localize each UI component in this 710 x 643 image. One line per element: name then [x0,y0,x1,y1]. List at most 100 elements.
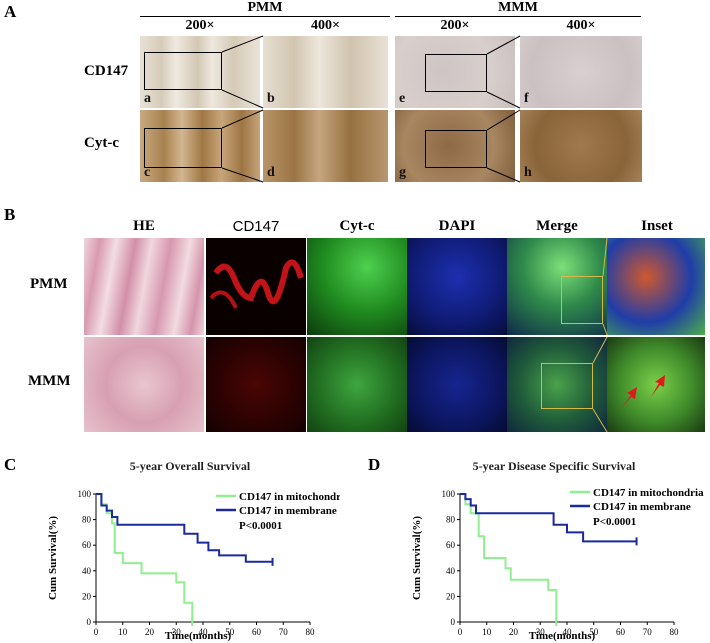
y-tick-label: 100 [442,489,456,499]
survival-lines [460,493,638,626]
arrow-icon [651,375,665,397]
zoom-box-g [425,130,487,168]
col-label-inset: Inset [641,218,673,234]
ihc-image-a: a [140,36,260,108]
legend-label-membrane: CD147 in membrane [593,501,691,513]
series-line-membrane [96,493,273,563]
inset-connectors [592,237,608,433]
x-tick-label: 30 [172,627,182,637]
merge-zoom-box-mmm [541,363,593,409]
chart-title: 5-year Disease Specific Survival [473,459,636,473]
x-tick-label: 70 [643,627,653,637]
group-label-pmm: PMM [247,0,283,15]
merge-image-pmm [507,238,607,335]
y-axis-label: Cum Survival(%) [47,516,59,600]
y-axis-label: Cum Survival(%) [411,516,423,600]
x-tick-label: 50 [589,627,599,637]
group-label-mmm: MMM [498,0,538,15]
dapi-image-mmm [407,337,507,432]
x-tick-label: 10 [482,627,492,637]
mag-label-pmm-400: 400× [311,18,340,33]
row-label-mmm: MMM [28,373,71,389]
x-tick-label: 40 [563,627,573,637]
sublabel-h: h [524,165,532,180]
x-tick-label: 0 [458,627,463,637]
x-tick-label: 20 [145,627,155,637]
cytc-image-mmm [307,337,407,432]
series-line-membrane [460,493,637,543]
ihc-image-f: f [520,36,642,108]
zoom-box-c [144,128,222,168]
col-label-merge: Merge [536,218,578,234]
sublabel-a: a [144,91,151,106]
cytc-image-pmm [307,238,407,335]
x-tick-label: 0 [94,627,99,637]
chart-disease-specific-survival: 5-year Disease Specific Survival Cum Sur… [411,459,704,642]
ihc-image-d: d [263,110,388,182]
panel-c-letter: C [4,455,17,474]
x-axis-label: Time(months) [529,630,596,642]
merge-zoom-box-pmm [561,276,603,324]
y-tick-label: 60 [82,540,92,550]
legend-label-mito: CD147 in mitochondria [239,491,340,503]
ihc-image-b: b [263,36,388,108]
y-tick-label: 60 [446,540,456,550]
x-tick-label: 10 [118,627,128,637]
zoom-connectors [221,35,521,183]
he-image-pmm [84,238,204,335]
y-tick-label: 20 [82,591,92,601]
ihc-image-c: c [140,110,260,182]
x-tick-label: 20 [509,627,519,637]
merge-image-mmm [507,337,607,432]
he-image-mmm [84,337,204,432]
axes: 0 10 20 30 40 50 60 70 80 0 20 40 60 80 100 [78,489,316,637]
x-tick-label: 60 [616,627,626,637]
ihc-image-h: h [520,110,642,182]
panel-a-letter: A [4,2,17,21]
y-tick-label: 80 [82,515,92,525]
legend-label-mito: CD147 in mitochondria [593,487,704,499]
dapi-image-pmm [407,238,507,335]
sublabel-d: d [267,165,275,180]
x-tick-label: 70 [279,627,289,637]
col-label-cd147: CD147 [232,218,280,235]
group-rule-mmm [395,16,641,17]
x-tick-label: 60 [252,627,262,637]
mag-label-mmm-400: 400× [566,18,596,33]
p-value: P<0.0001 [593,516,636,528]
cd147-image-mmm [206,337,306,432]
sublabel-e: e [399,91,406,106]
series-line-mitochondria [460,493,558,622]
y-tick-label: 20 [446,591,456,601]
panel-b-letter: B [4,205,16,224]
mag-label-pmm-200: 200× [185,18,215,33]
cd147-image-pmm [206,238,306,335]
row-label-cd147: CD147 [84,63,129,79]
col-label-dapi: DAPI [438,218,476,234]
chart-overall-survival: 5-year Overall Survival Cum Survival(%) … [47,459,340,642]
y-tick-label: 40 [82,566,92,576]
x-tick-label: 80 [306,627,316,637]
x-axis-label: Time(months) [165,630,232,642]
arrow-icon [621,387,637,409]
group-rule-pmm [140,16,390,17]
survival-lines [96,493,274,626]
legend: CD147 in mitochondria CD147 in membrane … [216,491,340,532]
y-tick-label: 0 [87,617,92,627]
sublabel-f: f [524,91,529,106]
y-tick-label: 80 [446,515,456,525]
sublabel-g: g [399,165,406,180]
sublabel-b: b [267,91,275,106]
legend-label-membrane: CD147 in membrane [239,505,337,517]
series-line-mitochondria [96,493,194,622]
row-label-pmm: PMM [30,276,68,292]
x-tick-label: 80 [670,627,680,637]
y-tick-label: 40 [446,566,456,576]
zoom-box-e [425,54,487,92]
sublabel-c: c [144,165,151,180]
y-tick-label: 0 [451,617,456,627]
mag-label-mmm-200: 200× [440,18,470,33]
ihc-image-g: g [395,110,515,182]
x-tick-label: 50 [225,627,235,637]
row-label-cytc: Cyt-c [84,135,119,151]
